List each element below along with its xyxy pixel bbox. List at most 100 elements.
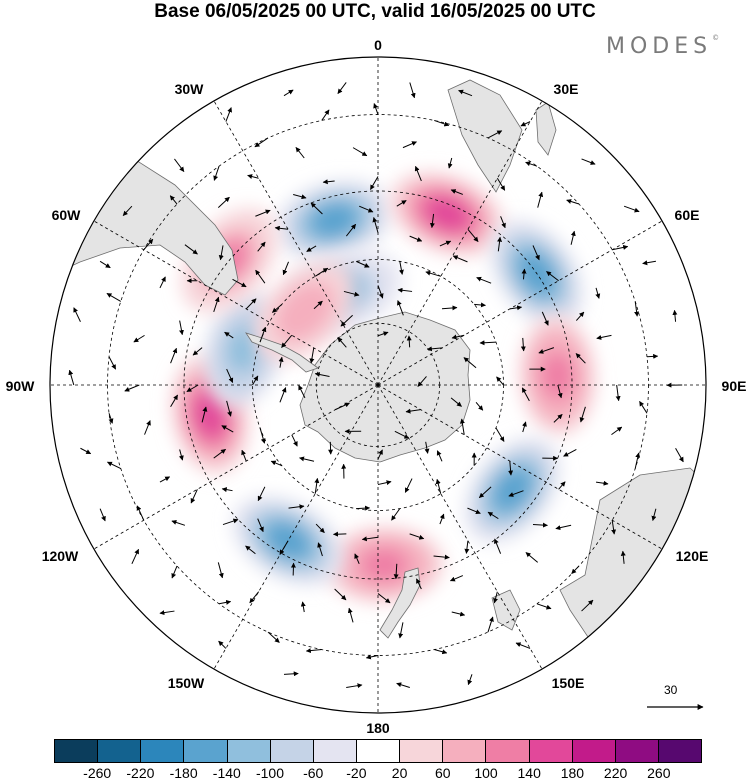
- lon-label-30w: 30W: [175, 81, 205, 97]
- wind-vector: [295, 147, 305, 159]
- wind-vector: [497, 236, 503, 252]
- wind-vector: [361, 536, 379, 542]
- wind-vector: [450, 397, 462, 407]
- wind-vector: [335, 402, 350, 411]
- wind-vector: [393, 563, 399, 580]
- colorbar-segment: [55, 740, 99, 762]
- wind-vector: [493, 591, 498, 604]
- wind-vector: [131, 548, 139, 565]
- wind-vector: [675, 447, 684, 463]
- wind-vector: [291, 434, 298, 447]
- wind-vector: [377, 449, 383, 460]
- colorbar-segment: [141, 740, 185, 762]
- wind-vector: [391, 508, 401, 521]
- wind-vector: [575, 311, 585, 321]
- colorbar-tick-labels: -260 -220 -180 -140 -100 -60 -20 20 60 100 140 180 2…: [0, 765, 750, 783]
- wind-vector: [270, 460, 283, 467]
- wind-vector: [359, 205, 374, 213]
- wind-vector: [435, 478, 442, 494]
- wind-vector: [232, 278, 247, 288]
- wind-vector: [595, 480, 609, 486]
- wind-vector: [283, 89, 294, 97]
- wind-vector: [352, 147, 368, 157]
- wind-vector: [225, 107, 232, 122]
- wind-vector: [310, 202, 323, 215]
- colorbar-tick-label: -60: [303, 765, 324, 781]
- wind-vector: [213, 166, 220, 181]
- wind-vector: [493, 538, 502, 554]
- colorbar-tick-label: -140: [212, 765, 241, 781]
- wind-vector: [159, 476, 171, 483]
- colorbar-tick-label: 260: [647, 765, 671, 781]
- wind-vector: [394, 430, 410, 439]
- wind-vector: [571, 565, 580, 574]
- polar-map: 0 30E 60E 90E 120E 150E 180 150W 120W 90…: [6, 37, 747, 735]
- wind-vector: [184, 244, 198, 255]
- colorbar-segment: [227, 740, 271, 762]
- wind-vector: [475, 401, 484, 411]
- scale-vector-label: 30: [664, 683, 678, 697]
- wind-vector: [500, 216, 506, 229]
- positive-anomaly: [254, 261, 355, 362]
- colorbar-segment: [313, 740, 357, 762]
- wind-vector: [487, 616, 494, 633]
- wind-vector: [581, 599, 594, 612]
- wind-vector: [434, 119, 450, 127]
- colorbar-tick-label: 20: [391, 765, 408, 781]
- wind-vector: [365, 654, 379, 660]
- modes-logo: MODES©: [606, 34, 719, 59]
- wind-vector: [343, 290, 360, 297]
- wind-vector: [249, 591, 260, 604]
- wind-vector: [267, 631, 280, 643]
- wind-vector: [224, 331, 234, 339]
- wind-vector: [299, 456, 315, 462]
- meridian-line: [213, 100, 379, 386]
- wind-vector: [314, 372, 330, 377]
- meridian-line: [377, 384, 543, 670]
- wind-vector: [99, 260, 111, 269]
- wind-vector: [451, 611, 466, 617]
- wind-vector: [538, 347, 555, 354]
- wind-vector: [509, 305, 523, 311]
- wind-vector: [178, 449, 184, 461]
- wind-vector: [496, 178, 506, 191]
- anomaly-contour: [540, 351, 575, 400]
- colorbar-segment: [529, 740, 573, 762]
- negative-anomaly: [464, 437, 560, 543]
- wind-vector: [398, 261, 404, 275]
- wind-vector: [254, 137, 269, 148]
- wind-vector: [337, 82, 347, 94]
- wind-vector: [623, 205, 640, 213]
- wind-vector: [136, 505, 145, 521]
- wind-vector: [429, 213, 435, 229]
- wind-vector: [279, 540, 289, 555]
- wind-vector: [245, 298, 257, 310]
- wind-vector: [508, 490, 524, 497]
- wind-vector: [436, 450, 443, 462]
- lon-label-60e: 60E: [675, 207, 700, 223]
- wind-vector: [404, 478, 413, 493]
- wind-vector: [171, 520, 186, 526]
- meridian-line: [377, 384, 663, 550]
- wind-vector: [424, 441, 430, 454]
- wind-vector: [450, 189, 464, 195]
- antarctic-peninsula: [245, 332, 319, 373]
- colorbar-tick-label: -260: [83, 765, 112, 781]
- negative-anomaly: [275, 180, 393, 261]
- wind-vector: [257, 486, 266, 502]
- wind-vector: [433, 554, 450, 560]
- wind-vector: [278, 356, 284, 368]
- colorbar-segment: [98, 740, 142, 762]
- wind-vector: [373, 103, 379, 115]
- wind-vector: [537, 191, 544, 208]
- wind-vector: [451, 334, 465, 340]
- colorbar-segment: [615, 740, 659, 762]
- wind-vector: [553, 414, 563, 423]
- wind-vector: [464, 540, 470, 554]
- wind-vector: [570, 230, 576, 245]
- wind-vector: [642, 260, 656, 266]
- anomaly-contour: [192, 390, 228, 439]
- wind-vector: [226, 400, 232, 417]
- colorbar-segment: [658, 740, 702, 762]
- wind-vector: [314, 477, 320, 494]
